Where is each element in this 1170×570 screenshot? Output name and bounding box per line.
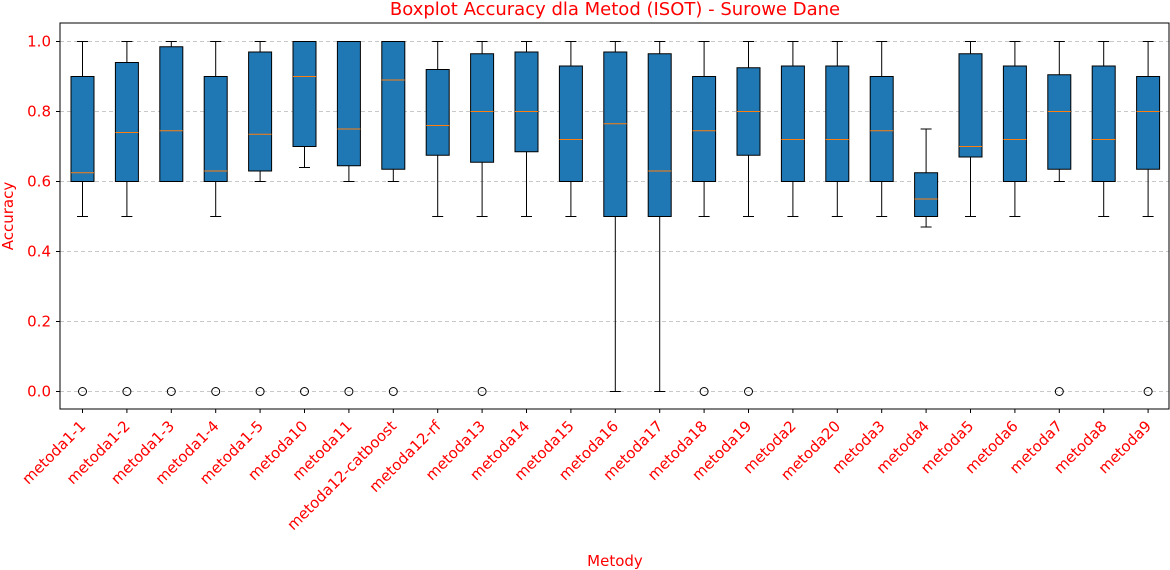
- box-body: [114, 62, 139, 182]
- y-tick-label: 0.2: [27, 313, 51, 331]
- plot-frame: [59, 22, 1170, 410]
- outlier-point: [166, 387, 176, 396]
- box-body: [336, 41, 361, 167]
- y-tick-label: 1.0: [27, 33, 51, 51]
- box-body: [514, 51, 539, 153]
- box-body: [647, 53, 672, 217]
- box-metoda15: [558, 41, 583, 217]
- box-metoda9: [1136, 41, 1161, 396]
- box-metoda4: [914, 128, 939, 228]
- box-metoda17: [647, 41, 672, 392]
- box-body: [381, 41, 406, 170]
- boxes-group: [70, 41, 1161, 396]
- chart-title: Boxplot Accuracy dla Metod (ISOT) - Suro…: [390, 0, 840, 20]
- box-body: [914, 172, 939, 217]
- box-body: [958, 53, 983, 158]
- box-body: [470, 53, 495, 163]
- x-axis-label: Metody: [587, 552, 643, 570]
- box-body: [825, 65, 850, 182]
- y-tick-label: 0.4: [27, 243, 51, 261]
- box-body: [869, 76, 894, 182]
- axes-group: 0.00.20.40.60.81.0metoda1-1metoda1-2meto…: [19, 33, 1155, 534]
- outlier-point: [300, 387, 309, 396]
- box-metoda1-3: [159, 41, 184, 396]
- box-metoda18: [692, 41, 717, 396]
- box-body: [603, 51, 628, 217]
- box-metoda20: [825, 41, 850, 217]
- box-metoda19: [736, 41, 761, 396]
- box-body: [248, 51, 273, 172]
- box-body: [425, 69, 450, 156]
- y-tick-label: 0.6: [27, 173, 51, 191]
- outlier-point: [388, 387, 398, 396]
- box-metoda16: [603, 41, 628, 392]
- box-body: [203, 76, 228, 182]
- box-body: [1136, 76, 1161, 170]
- box-body: [292, 41, 317, 147]
- box-body: [780, 65, 805, 182]
- y-axis-label: Accuracy: [0, 182, 17, 251]
- box-metoda1-2: [114, 41, 139, 396]
- box-metoda5: [958, 41, 983, 217]
- outlier-point: [211, 387, 221, 396]
- box-metoda8: [1091, 41, 1116, 217]
- outlier-point: [699, 387, 709, 396]
- box-metoda12-catboost: [381, 41, 406, 396]
- box-metoda14: [514, 41, 539, 217]
- box-metoda2: [780, 41, 805, 217]
- box-metoda3: [869, 41, 894, 217]
- outlier-point: [1054, 387, 1064, 396]
- outlier-point: [1143, 387, 1153, 396]
- box-metoda6: [1002, 41, 1027, 217]
- box-metoda11: [336, 41, 361, 396]
- outlier-point: [255, 387, 265, 396]
- box-metoda1-4: [203, 41, 228, 396]
- box-body: [558, 65, 583, 182]
- outlier-point: [344, 387, 354, 396]
- box-body: [1047, 74, 1072, 170]
- outlier-point: [477, 387, 487, 396]
- outlier-point: [122, 387, 132, 396]
- box-metoda1-5: [248, 41, 273, 396]
- box-body: [70, 76, 95, 182]
- outlier-point: [744, 387, 753, 396]
- box-metoda7: [1047, 41, 1072, 396]
- box-metoda13: [470, 41, 495, 396]
- box-metoda1-1: [70, 41, 95, 396]
- box-metoda10: [292, 41, 317, 396]
- y-tick-label: 0.0: [27, 383, 51, 401]
- y-tick-label: 0.8: [27, 103, 51, 121]
- box-body: [692, 76, 717, 182]
- box-body: [1002, 65, 1027, 182]
- outlier-point: [78, 387, 87, 396]
- box-body: [159, 46, 184, 182]
- box-body: [1091, 65, 1116, 182]
- box-metoda12-rf: [425, 41, 450, 217]
